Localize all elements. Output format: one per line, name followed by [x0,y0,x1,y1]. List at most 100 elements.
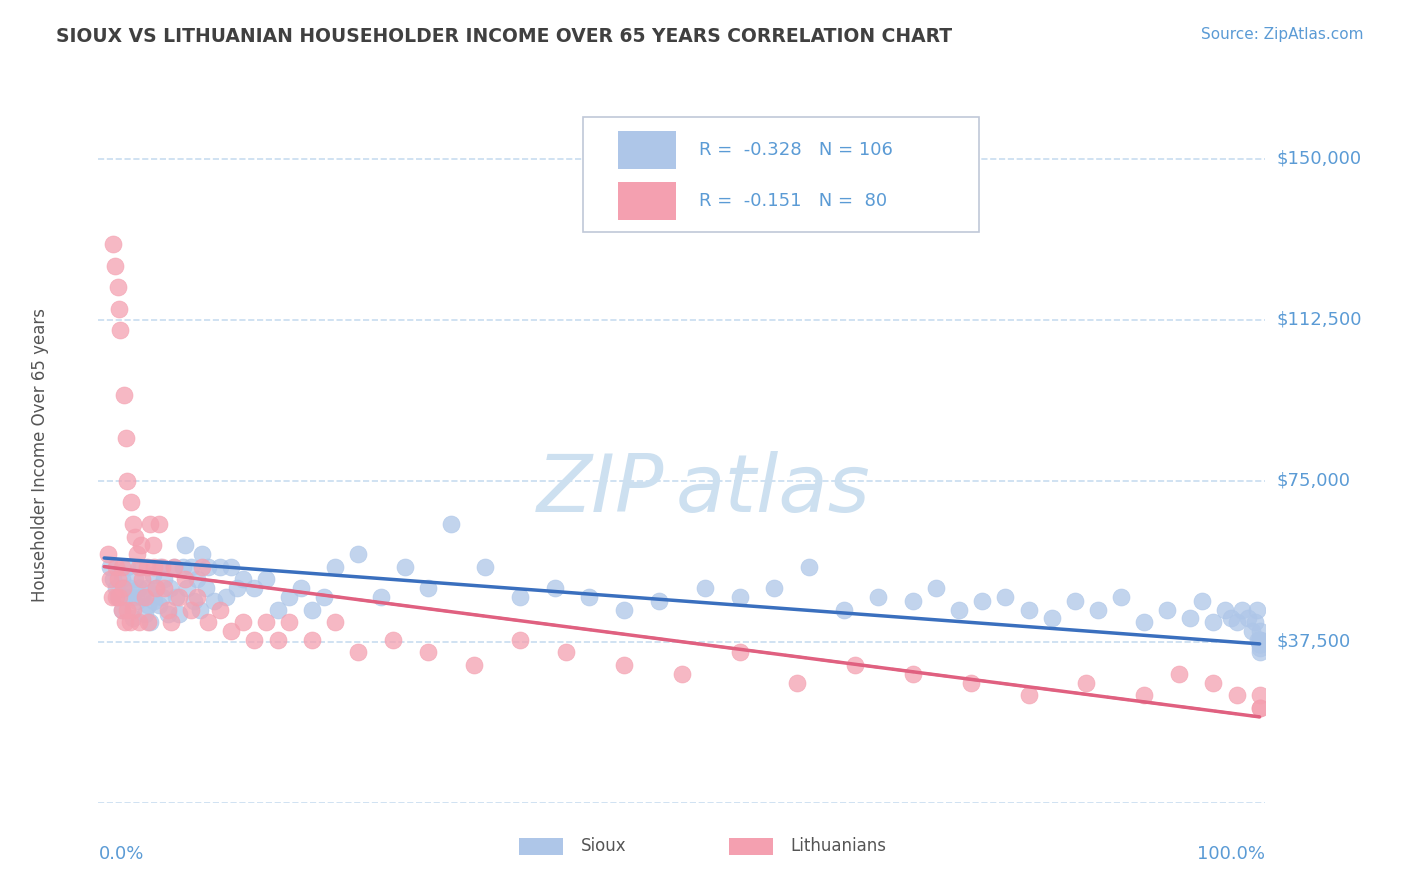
Point [266,602,288,616]
Point [114,590,136,604]
Point [134,607,156,621]
Point [1237,611,1260,625]
Point [254,615,277,630]
Point [868,590,890,604]
Point [959,675,981,690]
Point [176,581,198,595]
Point [191,559,214,574]
Text: atlas: atlas [676,450,870,529]
Point [108,590,131,604]
Point [382,632,405,647]
Point [136,559,159,574]
Point [1109,590,1132,604]
Point [370,590,392,604]
Text: 100.0%: 100.0% [1198,845,1265,863]
Point [1213,602,1236,616]
Point [98,559,121,574]
Point [169,607,191,621]
Point [440,516,463,531]
Point [139,615,162,630]
Point [323,559,346,574]
Text: $112,500: $112,500 [1277,310,1362,328]
Point [648,594,671,608]
Bar [617,182,676,220]
Point [111,581,134,595]
Point [120,495,142,509]
Point [1156,602,1178,616]
Point [1191,594,1213,608]
Point [110,602,132,616]
Point [174,573,197,587]
Point [1249,632,1271,647]
Point [107,573,129,587]
Point [844,658,866,673]
Point [312,590,335,604]
Point [117,602,139,616]
Point [994,590,1017,604]
Point [474,559,496,574]
Point [197,559,219,574]
Point [208,602,231,616]
Point [290,581,312,595]
Point [117,559,139,574]
Point [153,581,176,595]
Text: 0.0%: 0.0% [98,845,143,863]
Text: $75,000: $75,000 [1277,472,1351,490]
Point [197,615,219,630]
Point [142,594,165,608]
Point [613,658,636,673]
Point [103,573,125,587]
Text: Sioux: Sioux [581,838,626,855]
Point [124,573,146,587]
Point [1180,611,1202,625]
Point [148,599,170,613]
Point [169,590,191,604]
Point [112,581,135,595]
Point [186,573,208,587]
Point [156,602,179,616]
Point [254,573,277,587]
Point [232,573,254,587]
Point [972,594,994,608]
Point [278,615,301,630]
Point [925,581,948,595]
Point [509,632,531,647]
Text: SIOUX VS LITHUANIAN HOUSEHOLDER INCOME OVER 65 YEARS CORRELATION CHART: SIOUX VS LITHUANIAN HOUSEHOLDER INCOME O… [56,27,952,45]
Point [1249,641,1271,656]
Point [416,581,439,595]
Point [901,594,924,608]
Point [1246,602,1268,616]
Point [1249,632,1271,647]
Point [156,607,179,621]
Point [613,602,636,616]
Text: ZIP: ZIP [537,450,665,529]
Point [243,581,266,595]
Point [1202,615,1225,630]
Point [139,516,162,531]
Point [1244,615,1267,630]
Point [948,602,970,616]
Point [1018,689,1040,703]
Point [180,559,202,574]
Point [186,590,208,604]
Point [160,615,183,630]
Point [1133,689,1156,703]
Point [221,559,243,574]
Point [1249,637,1271,651]
Point [763,581,786,595]
Point [115,431,138,445]
Point [108,301,131,316]
Point [128,581,150,595]
Point [323,615,346,630]
Point [150,590,173,604]
Point [122,590,145,604]
Point [129,538,152,552]
Point [128,559,150,574]
Point [1219,611,1241,625]
Point [1247,632,1270,647]
Point [124,529,146,543]
Point [394,559,416,574]
Point [1249,701,1271,715]
Text: Source: ZipAtlas.com: Source: ZipAtlas.com [1201,27,1364,42]
Point [131,573,153,587]
